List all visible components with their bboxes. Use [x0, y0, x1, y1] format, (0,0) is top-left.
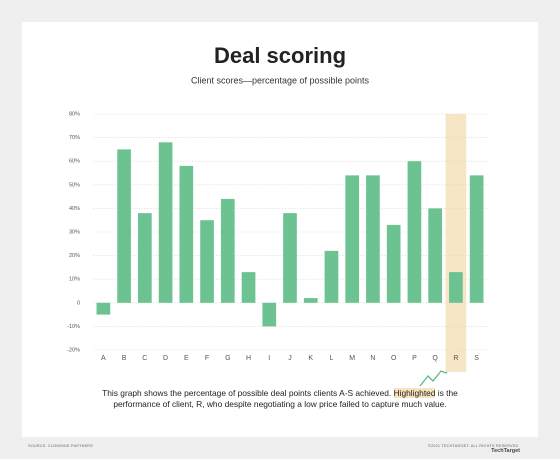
- logo: TechTarget: [491, 448, 520, 454]
- x-tick-label: N: [370, 355, 375, 362]
- bar: [469, 175, 484, 303]
- caption: This graph shows the percentage of possi…: [100, 388, 460, 410]
- x-tick-label: P: [412, 355, 417, 362]
- bar: [407, 161, 422, 303]
- y-tick-label: 10%: [69, 277, 80, 283]
- bar: [449, 272, 463, 303]
- bar: [283, 213, 297, 303]
- y-tick-label: 70%: [69, 135, 80, 141]
- x-tick-label: Q: [432, 355, 438, 362]
- y-tick-label: 50%: [69, 182, 80, 188]
- y-tick-label: 30%: [69, 229, 80, 235]
- bar: [96, 302, 111, 315]
- bar: [345, 175, 360, 303]
- x-tick-label: I: [268, 355, 270, 362]
- bar: [200, 220, 214, 303]
- bar: [158, 142, 173, 303]
- x-tick-label: S: [474, 355, 479, 362]
- caption-highlight: Highlighted: [393, 388, 436, 398]
- bar: [137, 213, 152, 303]
- y-tick-label: 80%: [69, 111, 80, 117]
- x-tick-label: M: [349, 355, 355, 362]
- bar: [117, 149, 131, 303]
- copyright: ©2021 TECHTARGET. ALL RIGHTS RESERVED: [428, 444, 519, 448]
- bar: [324, 250, 339, 303]
- y-tick-label: -10%: [67, 324, 80, 330]
- x-tick-label: F: [205, 355, 209, 362]
- x-tick-label: O: [391, 355, 397, 362]
- x-tick-label: R: [453, 355, 458, 362]
- chart-title: Deal scoring: [214, 43, 346, 68]
- source: SOURCE: CLIENSIDE PARTNERS: [28, 444, 93, 448]
- y-tick-label: -20%: [67, 347, 80, 353]
- x-tick-label: D: [163, 355, 168, 362]
- bar: [262, 302, 277, 327]
- caption-text: is the performance of client, R, who des…: [113, 388, 458, 409]
- y-tick-label: 0: [77, 300, 80, 306]
- y-tick-label: 40%: [69, 206, 80, 212]
- bar: [220, 198, 235, 303]
- bar: [428, 208, 443, 303]
- bar: [303, 298, 318, 303]
- x-tick-label: C: [142, 355, 147, 362]
- y-tick-label: 60%: [69, 159, 80, 165]
- bar: [386, 224, 401, 303]
- x-tick-label: G: [225, 355, 230, 362]
- bar: [366, 175, 380, 303]
- x-tick-label: H: [246, 355, 251, 362]
- x-tick-label: L: [330, 355, 334, 362]
- y-tick-label: 20%: [69, 253, 80, 259]
- highlight-band: [445, 114, 467, 372]
- bar: [179, 165, 194, 303]
- caption-text: This graph shows the percentage of possi…: [102, 388, 394, 398]
- x-tick-label: A: [101, 355, 106, 362]
- bar: [241, 272, 256, 303]
- x-tick-label: B: [122, 355, 127, 362]
- chart-subtitle: Client scores—percentage of possible poi…: [191, 75, 370, 85]
- x-tick-label: E: [184, 355, 189, 362]
- x-tick-label: J: [288, 355, 292, 362]
- x-tick-label: K: [308, 355, 313, 362]
